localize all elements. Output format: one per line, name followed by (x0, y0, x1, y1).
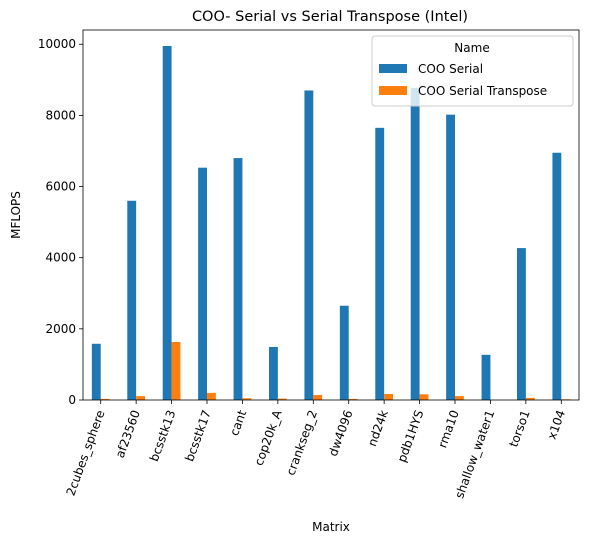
bar-coo-serial-shallow_water1 (481, 354, 491, 400)
y-tick-label: 4000 (45, 251, 76, 265)
bar-coo-serial-pdb1HYS (410, 87, 420, 400)
bar-coo-serial-2cubes_sphere (91, 343, 101, 400)
bar-coo-serial-transpose-cop20k_A (277, 398, 287, 400)
x-tick-label-x104: x104 (545, 408, 568, 441)
x-tick-label-cop20k_A: cop20k_A (252, 407, 285, 467)
bar-coo-serial-x104 (552, 152, 562, 400)
x-tick-label-bcsstk17: bcsstk17 (182, 408, 214, 463)
x-axis: 2cubes_sphere af23560 bcsstk13 bcsstk17 cant… (64, 400, 568, 500)
x-tick-label-bcsstk13: bcsstk13 (147, 408, 179, 463)
x-tick-label-dw4096: dw4096 (326, 408, 356, 458)
x-tick-label-torso1: torso1 (506, 408, 532, 449)
x-tick-label-shallow_water1: shallow_water1 (452, 408, 497, 500)
bar-coo-serial-transpose-2cubes_sphere (100, 398, 110, 400)
bar-coo-serial-af23560 (127, 200, 137, 400)
y-tick-label: 0 (68, 393, 76, 407)
chart-title: COO- Serial vs Serial Transpose (Intel) (192, 9, 468, 25)
x-axis-label: Matrix (312, 520, 350, 534)
x-tick-label-crankseg_2: crankseg_2 (284, 408, 321, 477)
y-axis: 0 2000 4000 6000 8000 10000 (38, 37, 83, 407)
y-axis-label: MFLOPS (9, 191, 23, 239)
bar-coo-serial-transpose-crankseg_2 (313, 395, 323, 400)
plot-frame (82, 29, 580, 401)
y-tick-label: 2000 (45, 322, 76, 336)
bar-coo-serial-bcsstk13 (162, 46, 172, 401)
legend-swatch-coo-serial (379, 64, 407, 73)
legend-label-coo-serial: COO Serial (418, 62, 483, 76)
x-tick-label-nd24k: nd24k (365, 408, 391, 448)
bar-coo-serial-transpose-cant (242, 398, 252, 400)
y-tick-label: 10000 (38, 37, 76, 51)
x-tick-label-pdb1HYS: pdb1HYS (395, 408, 427, 464)
legend-box (371, 35, 574, 107)
bar-coo-serial-transpose-pdb1HYS (419, 394, 429, 400)
bar-coo-serial-transpose-bcsstk13 (171, 342, 181, 400)
bar-coo-serial-rma10 (446, 114, 455, 400)
bars-group (91, 46, 571, 401)
bar-coo-serial-bcsstk17 (198, 167, 207, 400)
bar-coo-serial-crankseg_2 (304, 90, 314, 400)
bar-coo-serial-transpose-af23560 (136, 396, 145, 400)
y-tick-label: 6000 (45, 180, 76, 194)
bar-coo-serial-transpose-torso1 (525, 397, 535, 400)
legend: Name COO Serial COO Serial Transpose (371, 35, 574, 107)
bar-coo-serial-transpose-dw4096 (348, 398, 358, 400)
bar-coo-serial-cant (233, 158, 243, 400)
bar-coo-serial-cop20k_A (269, 346, 278, 400)
x-tick-label-2cubes_sphere: 2cubes_sphere (64, 408, 108, 497)
bar-coo-serial-transpose-rma10 (455, 396, 464, 400)
x-tick-label-rma10: rma10 (435, 408, 462, 449)
bar-coo-serial-nd24k (375, 127, 385, 400)
legend-swatch-coo-serial-transpose (379, 86, 407, 95)
bar-coo-serial-torso1 (517, 248, 526, 400)
bar-coo-serial-dw4096 (339, 305, 349, 400)
legend-title: Name (454, 41, 489, 55)
bar-coo-serial-transpose-nd24k (384, 393, 393, 400)
x-tick-label-af23560: af23560 (113, 408, 143, 460)
y-tick-label: 8000 (45, 108, 76, 122)
legend-label-coo-serial-transpose: COO Serial Transpose (418, 84, 547, 98)
bar-coo-serial-transpose-bcsstk17 (207, 392, 216, 400)
x-tick-label-cant: cant (227, 408, 249, 438)
